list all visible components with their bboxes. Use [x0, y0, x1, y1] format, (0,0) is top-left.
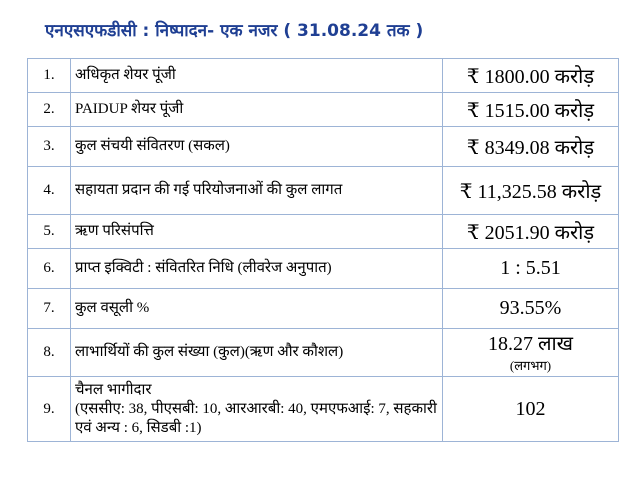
table-row: 5. ऋण परिसंपत्ति ₹ 2051.90 करोड़ [27, 214, 619, 249]
row-description: चैनल भागीदार [75, 381, 152, 398]
row-value: ₹ 1800.00 करोड़ [442, 58, 619, 93]
table-row: 7. कुल वसूली % 93.55% [27, 288, 619, 329]
row-description: प्राप्त इक्विटी : संवितरित निधि (लीवरेज … [70, 248, 443, 289]
serial-number: 7. [27, 288, 71, 329]
table-row: 3. कुल संचयी संवितरण (सकल) ₹ 8349.08 करो… [27, 126, 619, 167]
row-description: कुल वसूली % [70, 288, 443, 329]
table-row: 1. अधिकृत शेयर पूंजी ₹ 1800.00 करोड़ [27, 58, 619, 93]
row-value: 102 [442, 376, 619, 442]
row-value: ₹ 8349.08 करोड़ [442, 126, 619, 167]
performance-table: 1. अधिकृत शेयर पूंजी ₹ 1800.00 करोड़ 2. … [27, 58, 619, 442]
table-row: 8. लाभार्थियों की कुल संख्या (कुल)(ऋण और… [27, 328, 619, 377]
row-description-detail: (एससीए: 38, पीएसबी: 10, आरआरबी: 40, एमएफ… [75, 400, 437, 436]
row-value: ₹ 11,325.58 करोड़ [442, 166, 619, 215]
row-description: लाभार्थियों की कुल संख्या (कुल)(ऋण और कौ… [70, 328, 443, 377]
row-value: 93.55% [442, 288, 619, 329]
row-description-cell: चैनल भागीदार (एससीए: 38, पीएसबी: 10, आरआ… [70, 376, 443, 442]
row-description: कुल संचयी संवितरण (सकल) [70, 126, 443, 167]
serial-number: 6. [27, 248, 71, 289]
row-description: अधिकृत शेयर पूंजी [70, 58, 443, 93]
serial-number: 1. [27, 58, 71, 93]
row-description: PAIDUP शेयर पूंजी [70, 92, 443, 127]
serial-number: 5. [27, 214, 71, 249]
row-description: सहायता प्रदान की गई परियोजनाओं की कुल ला… [70, 166, 443, 215]
row-value: 1 : 5.51 [442, 248, 619, 289]
row-value-cell: 18.27 लाख (लगभग) [442, 328, 619, 377]
table-row: 6. प्राप्त इक्विटी : संवितरित निधि (लीवर… [27, 248, 619, 289]
row-value-note: (लगभग) [509, 357, 552, 373]
serial-number: 3. [27, 126, 71, 167]
serial-number: 8. [27, 328, 71, 377]
table-row: 2. PAIDUP शेयर पूंजी ₹ 1515.00 करोड़ [27, 92, 619, 127]
row-value: ₹ 1515.00 करोड़ [442, 92, 619, 127]
table-row: 9. चैनल भागीदार (एससीए: 38, पीएसबी: 10, … [27, 376, 619, 442]
table-row: 4. सहायता प्रदान की गई परियोजनाओं की कुल… [27, 166, 619, 215]
page-title: एनएसएफडीसी : निष्पादन- एक नजर ( 31.08.24… [45, 21, 424, 41]
row-description: ऋण परिसंपत्ति [70, 214, 443, 249]
serial-number: 4. [27, 166, 71, 215]
serial-number: 9. [27, 376, 71, 442]
row-value: ₹ 2051.90 करोड़ [442, 214, 619, 249]
serial-number: 2. [27, 92, 71, 127]
row-value: 18.27 लाख [487, 332, 574, 355]
